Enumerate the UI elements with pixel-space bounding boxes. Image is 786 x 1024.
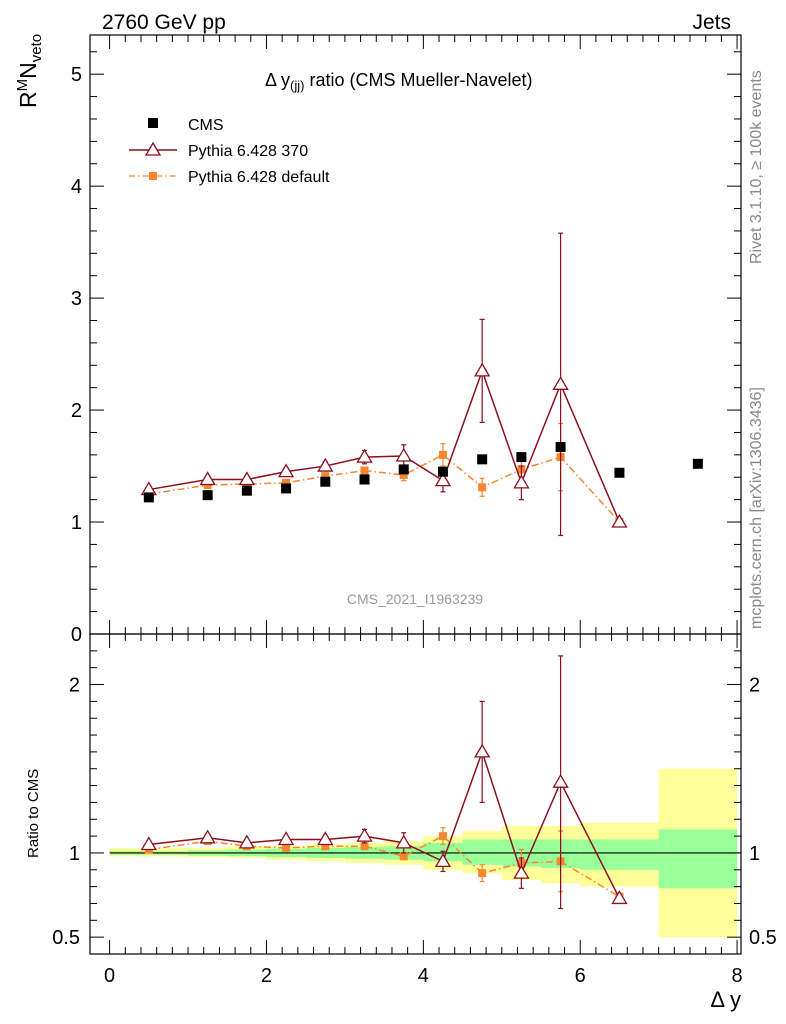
main-y-tick-label: 4 bbox=[71, 176, 82, 198]
pythia-6-428-370-point bbox=[395, 447, 412, 462]
ratio-y-tick-label: 0.5 bbox=[52, 927, 80, 949]
ratio-y-tick-label-right: 2 bbox=[749, 675, 760, 697]
main-title: Δ y(jj) ratio (CMS Mueller-Navelet) bbox=[265, 70, 533, 93]
ratio-y-tick-label: 1 bbox=[69, 843, 80, 865]
ratio-pythia-6-428-370-point bbox=[513, 864, 530, 879]
x-axis-label: Δ y bbox=[710, 987, 741, 1012]
legend-cms-marker bbox=[148, 118, 158, 128]
pythia-6-428-370-point bbox=[356, 448, 373, 463]
ratio-pythia-6-428-370-point bbox=[140, 836, 157, 851]
ratio-pythia-6-428-default-point bbox=[360, 842, 369, 851]
legend-pythia-370-marker bbox=[144, 141, 162, 156]
ratio-frame bbox=[89, 633, 742, 955]
ratio-y-tick-label-right: 0.5 bbox=[749, 927, 777, 949]
pythia-6-428-370-point bbox=[611, 513, 628, 528]
rivet-info-label: Rivet 3.1.10, ≥ 100k events bbox=[748, 70, 765, 264]
ratio-pythia-6-428-default-line bbox=[148, 835, 620, 898]
ratio-pythia-6-428-370-point bbox=[434, 853, 452, 868]
ratio-pythia-6-428-default-point bbox=[321, 842, 330, 851]
ratio-pythia-6-428-370-line bbox=[148, 749, 621, 899]
pythia-6-428-default-point bbox=[282, 478, 291, 487]
pythia-6-428-370-line bbox=[148, 368, 621, 523]
x-tick-label: 4 bbox=[418, 965, 429, 987]
uncertainty-band-inner bbox=[580, 839, 659, 870]
legend-entry-pythia-default: Pythia 6.428 default bbox=[129, 169, 330, 186]
main-y-tick-label: 5 bbox=[71, 64, 82, 86]
pythia-6-428-370-point bbox=[513, 474, 530, 489]
cms-point bbox=[692, 458, 703, 469]
legend-cms-label: CMS bbox=[188, 117, 224, 134]
uncertainty-band-inner bbox=[658, 829, 738, 889]
ratio-pythia-6-428-default-point bbox=[478, 869, 487, 878]
ratio-pythia-6-428-default-point bbox=[282, 843, 291, 852]
cms-point bbox=[143, 492, 154, 503]
legend-pythia-default-label: Pythia 6.428 default bbox=[188, 169, 330, 186]
ratio-pythia-6-428-370-point bbox=[356, 827, 373, 842]
cms-point bbox=[241, 485, 252, 496]
legend-pythia-370-label: Pythia 6.428 370 bbox=[188, 143, 308, 160]
main-data-layer bbox=[140, 232, 703, 537]
ratio-axis-ticks: 0 2 4 6 8 0.5 0.5 1 1 2 2 bbox=[52, 634, 777, 987]
ratio-pythia-6-428-370-point bbox=[474, 743, 491, 758]
legend-entry-pythia-370: Pythia 6.428 370 bbox=[129, 141, 308, 160]
pythia-6-428-370-point bbox=[199, 471, 216, 486]
legend-pythia-default-marker bbox=[149, 172, 157, 180]
x-tick-label: 6 bbox=[575, 965, 586, 987]
main-y-tick-label: 1 bbox=[71, 512, 82, 534]
ratio-pythia-6-428-370-point bbox=[395, 834, 412, 849]
cms-point bbox=[202, 490, 213, 501]
pythia-6-428-default-point bbox=[321, 472, 330, 481]
ratio-pythia-6-428-370-point bbox=[552, 773, 569, 788]
cms-point bbox=[555, 442, 566, 453]
cms-point bbox=[437, 466, 448, 477]
x-tick-label: 8 bbox=[732, 965, 743, 987]
pythia-6-428-default-point bbox=[438, 450, 447, 459]
ratio-pythia-6-428-default-point bbox=[399, 852, 408, 861]
x-tick-label: 0 bbox=[104, 965, 115, 987]
ratio-pythia-6-428-370-point bbox=[611, 890, 628, 905]
main-y-axis-label: RMNveto bbox=[14, 34, 45, 108]
pythia-6-428-370-point bbox=[238, 471, 255, 486]
pythia-6-428-370-point bbox=[277, 463, 295, 478]
pythia-6-428-default-line bbox=[148, 453, 620, 523]
main-y-tick-label: 3 bbox=[71, 288, 82, 310]
pythia-6-428-default-point bbox=[360, 466, 369, 475]
cms-point bbox=[398, 464, 409, 475]
main-panel: 0 1 2 3 4 5 Δ y(jj) ratio (CMS Mueller-Navele… bbox=[14, 34, 742, 646]
ratio-pythia-6-428-370-point bbox=[277, 831, 295, 846]
main-axis-ticks: 0 1 2 3 4 5 bbox=[71, 35, 741, 646]
ratio-pythia-6-428-370-point bbox=[317, 831, 334, 846]
pythia-6-428-370-point bbox=[474, 362, 491, 377]
cms-point bbox=[614, 467, 625, 478]
x-tick-label: 2 bbox=[261, 965, 272, 987]
cms-point bbox=[281, 483, 292, 494]
ratio-y-axis-label: Ratio to CMS bbox=[25, 769, 42, 858]
pythia-6-428-default-point bbox=[399, 471, 408, 480]
main-y-tick-label: 0 bbox=[71, 624, 82, 646]
source-info-label: mcplots.cern.ch [arXiv:1306.3436] bbox=[748, 387, 765, 629]
ratio-pythia-6-428-370-point bbox=[238, 834, 255, 849]
watermark-label: CMS_2021_I1963239 bbox=[347, 591, 483, 607]
cms-point bbox=[359, 474, 370, 485]
ratio-panel: 0 2 4 6 8 0.5 0.5 1 1 2 2 Ratio to CMS Δ y bbox=[25, 633, 777, 1012]
ratio-y-tick-label-right: 1 bbox=[749, 843, 760, 865]
pythia-6-428-370-point bbox=[317, 457, 334, 472]
ratio-data-layer bbox=[109, 655, 741, 938]
ratio-pythia-6-428-default-point bbox=[438, 832, 447, 841]
ratio-pythia-6-428-370-point bbox=[199, 829, 216, 844]
legend-entry-cms: CMS bbox=[148, 117, 224, 134]
ratio-y-tick-label: 2 bbox=[69, 675, 80, 697]
legend: CMS Pythia 6.428 370 Pythia 6.428 defaul… bbox=[129, 117, 330, 186]
energy-label: 2760 GeV pp bbox=[102, 11, 226, 34]
main-y-tick-label: 2 bbox=[71, 400, 82, 422]
cms-point bbox=[320, 476, 331, 487]
pythia-6-428-370-point bbox=[552, 376, 569, 390]
process-label: Jets bbox=[692, 11, 731, 34]
cms-point bbox=[516, 452, 527, 463]
pythia-6-428-370-point bbox=[434, 472, 452, 487]
pythia-6-428-default-point bbox=[478, 483, 487, 492]
cms-point bbox=[477, 454, 488, 465]
